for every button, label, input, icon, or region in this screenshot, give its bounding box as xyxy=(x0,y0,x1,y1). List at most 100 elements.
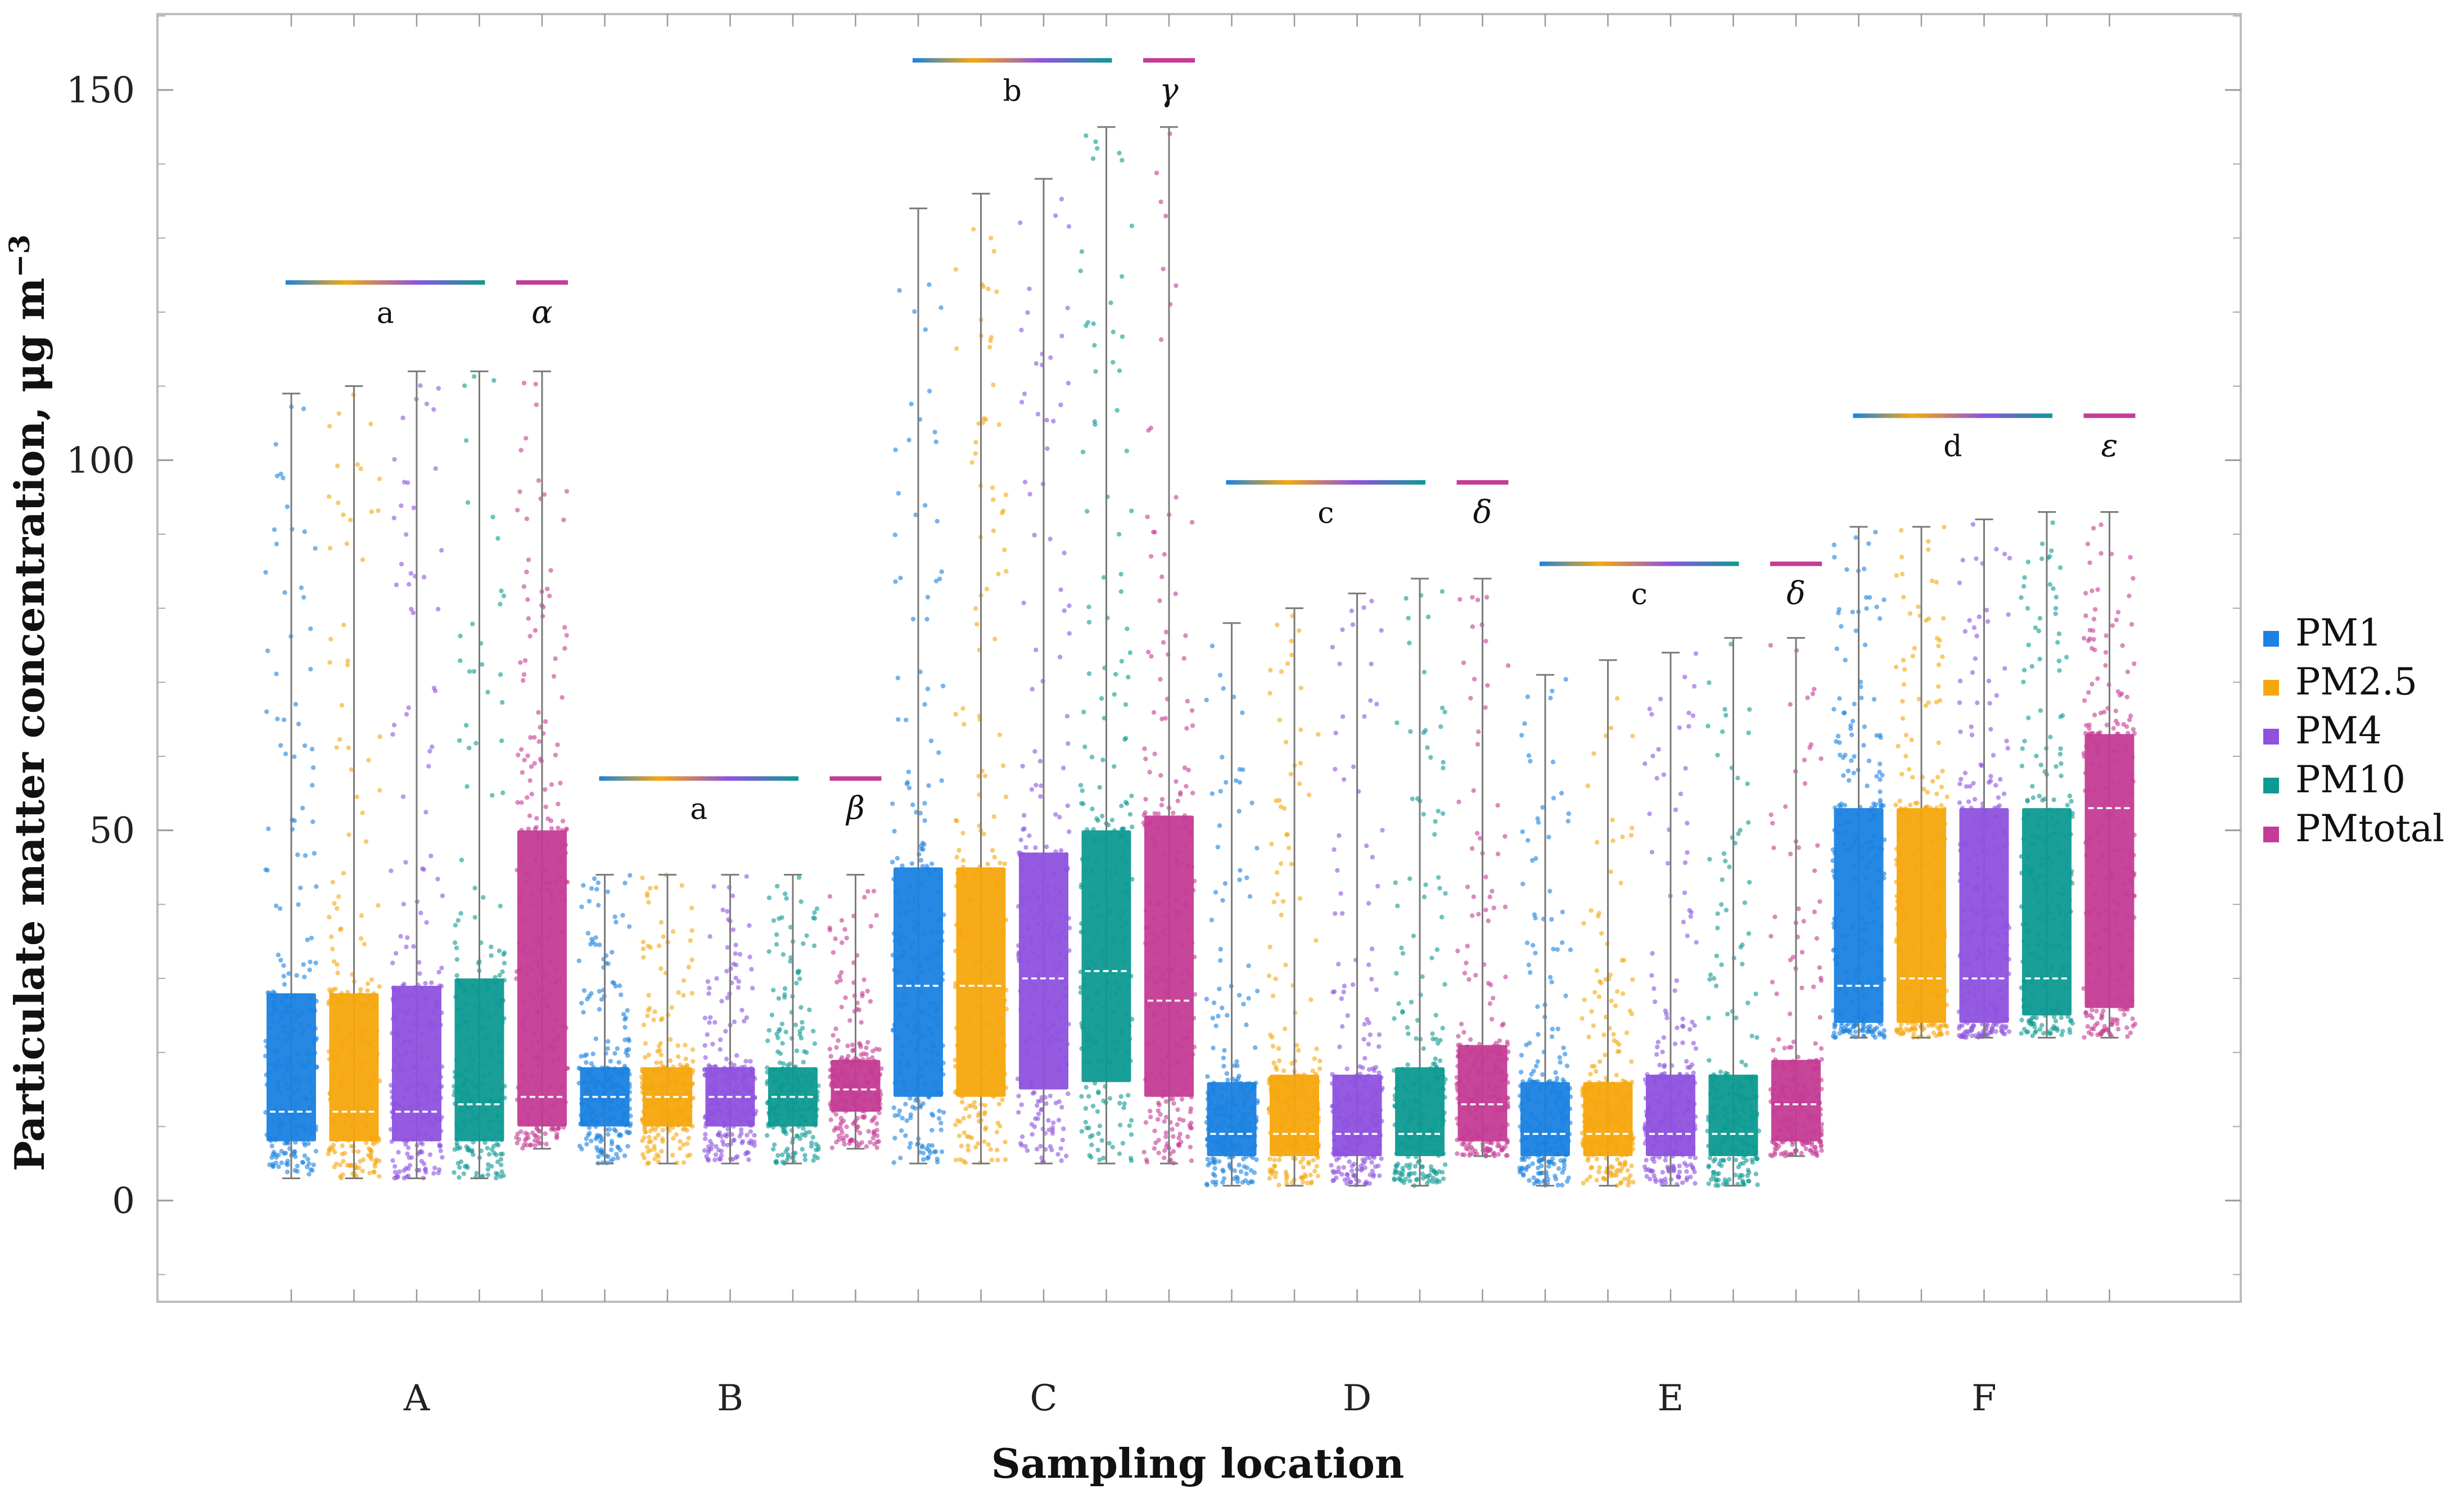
data-point xyxy=(1283,739,1289,745)
data-point xyxy=(859,1019,864,1025)
data-point xyxy=(678,1139,683,1144)
data-point xyxy=(1035,1103,1040,1108)
data-point xyxy=(1058,587,1063,593)
data-point xyxy=(1124,448,1130,454)
data-point xyxy=(302,974,307,980)
data-point xyxy=(341,622,346,628)
data-point xyxy=(1366,1020,1371,1026)
data-point xyxy=(733,976,738,981)
data-point xyxy=(712,1019,717,1025)
data-point xyxy=(1284,1174,1290,1179)
data-point xyxy=(457,1175,462,1180)
data-point xyxy=(838,1116,843,1121)
data-point xyxy=(263,570,268,575)
data-point xyxy=(967,1114,972,1119)
data-point xyxy=(301,962,306,967)
data-point xyxy=(1046,1127,1052,1132)
data-point xyxy=(1333,911,1338,916)
data-point xyxy=(725,995,730,1000)
data-point xyxy=(605,1046,610,1051)
data-point xyxy=(1366,1067,1372,1072)
data-point xyxy=(392,1164,398,1169)
data-point xyxy=(278,471,283,477)
data-point xyxy=(648,886,653,891)
data-point xyxy=(405,935,410,940)
data-point xyxy=(1177,1117,1182,1122)
data-point xyxy=(564,489,570,494)
data-point xyxy=(976,774,981,779)
data-point xyxy=(1158,1112,1163,1117)
data-point xyxy=(1122,1101,1127,1106)
data-point xyxy=(1370,855,1375,860)
y-tick-label: 50 xyxy=(89,810,135,852)
data-point xyxy=(1083,1120,1089,1125)
data-point xyxy=(358,936,364,941)
data-point xyxy=(365,988,370,993)
data-point xyxy=(1086,1125,1091,1131)
data-point xyxy=(788,924,793,930)
data-point xyxy=(1277,718,1282,723)
data-point xyxy=(581,883,586,888)
data-point xyxy=(545,586,550,592)
data-point xyxy=(543,804,548,810)
data-point xyxy=(1127,1123,1132,1129)
data-point xyxy=(534,402,539,407)
data-point xyxy=(515,1131,520,1136)
data-point xyxy=(1289,861,1294,867)
data-point xyxy=(932,430,937,435)
data-point xyxy=(1337,1044,1342,1049)
data-point xyxy=(1400,1166,1405,1171)
data-point xyxy=(643,1055,648,1060)
data-point xyxy=(526,1135,531,1140)
data-point xyxy=(1274,870,1280,875)
data-point xyxy=(872,888,877,894)
data-point xyxy=(332,901,337,906)
data-point xyxy=(337,1162,343,1167)
data-point xyxy=(1124,801,1130,806)
data-point xyxy=(327,660,332,665)
data-point xyxy=(1235,1063,1240,1068)
data-point xyxy=(1144,1159,1150,1165)
data-point xyxy=(394,1175,399,1180)
data-point xyxy=(553,656,558,661)
data-point xyxy=(706,991,711,996)
data-point xyxy=(1120,1140,1126,1146)
data-point xyxy=(1215,845,1220,850)
data-point xyxy=(333,1161,339,1166)
data-point xyxy=(427,748,432,754)
data-point xyxy=(725,909,730,914)
data-point xyxy=(499,588,504,594)
data-point xyxy=(1188,1109,1193,1115)
data-point xyxy=(1341,777,1347,782)
data-point xyxy=(589,937,594,942)
data-point xyxy=(522,757,527,762)
data-point xyxy=(358,466,363,471)
data-point xyxy=(1019,1134,1025,1139)
data-point xyxy=(526,557,531,562)
data-point xyxy=(896,1112,901,1118)
data-point xyxy=(502,950,507,955)
data-point xyxy=(689,957,694,963)
data-point xyxy=(868,923,874,929)
data-point xyxy=(739,1131,744,1136)
data-point xyxy=(300,1160,306,1165)
data-point xyxy=(1086,1094,1091,1099)
data-point xyxy=(1152,1129,1157,1134)
data-point xyxy=(936,1116,942,1121)
data-point xyxy=(749,1141,754,1147)
data-point xyxy=(498,1157,504,1162)
data-point xyxy=(909,861,915,867)
data-point xyxy=(1093,422,1098,427)
data-point xyxy=(377,788,382,793)
data-point xyxy=(294,973,299,978)
data-point xyxy=(1317,1066,1323,1071)
data-point xyxy=(652,1156,657,1161)
data-point xyxy=(1439,705,1445,711)
data-point xyxy=(906,769,911,774)
data-point xyxy=(308,1167,313,1172)
data-point xyxy=(346,745,351,750)
x-category-label: A xyxy=(403,1378,430,1419)
data-point xyxy=(804,1130,809,1135)
data-point xyxy=(1143,1120,1149,1125)
data-point xyxy=(1408,729,1413,734)
